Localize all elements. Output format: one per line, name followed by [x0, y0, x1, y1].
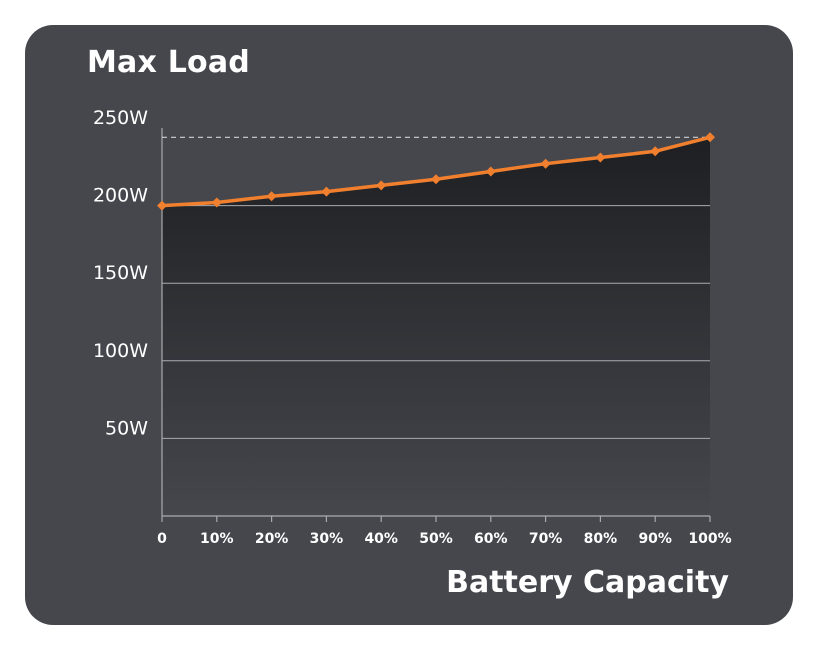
- data-point: [485, 166, 496, 177]
- data-point: [540, 158, 551, 169]
- x-tick-label: 70%: [529, 531, 563, 547]
- x-tick-label: 60%: [474, 531, 508, 547]
- data-point: [211, 197, 222, 208]
- data-point: [595, 152, 606, 163]
- y-tick-label: 100W: [93, 340, 148, 362]
- data-point: [650, 146, 661, 157]
- x-axis-title: Battery Capacity: [446, 565, 729, 600]
- x-tick-label: 20%: [255, 531, 289, 547]
- x-tick-label: 90%: [638, 531, 672, 547]
- data-point: [376, 180, 387, 191]
- x-tick-label: 100%: [688, 531, 731, 547]
- y-tick-label: 50W: [105, 417, 148, 439]
- data-point: [157, 200, 167, 211]
- data-point: [431, 174, 441, 185]
- chart-title: Max Load: [87, 45, 250, 80]
- x-tick-label: 80%: [584, 531, 618, 547]
- x-tick-label: 10%: [200, 531, 234, 547]
- x-tick-label: 40%: [364, 531, 398, 547]
- data-point: [321, 186, 332, 197]
- y-tick-label: 200W: [93, 185, 148, 207]
- chart-card: Max Load 50W 100W 150W 200W 250W 0 10% 20% 30% 4…: [25, 25, 793, 625]
- y-tick-label: 150W: [93, 262, 148, 284]
- y-tick-label: 250W: [93, 107, 148, 129]
- x-tick-label: 0: [157, 531, 167, 547]
- area-fill: [162, 137, 710, 516]
- data-point: [705, 132, 715, 143]
- x-tick-label: 30%: [310, 531, 344, 547]
- line-chart: 50W 100W 150W 200W 250W 0 10% 20% 30% 40% 50% 60% 7…: [93, 107, 732, 547]
- data-point: [266, 191, 277, 202]
- x-tick-label: 50%: [419, 531, 453, 547]
